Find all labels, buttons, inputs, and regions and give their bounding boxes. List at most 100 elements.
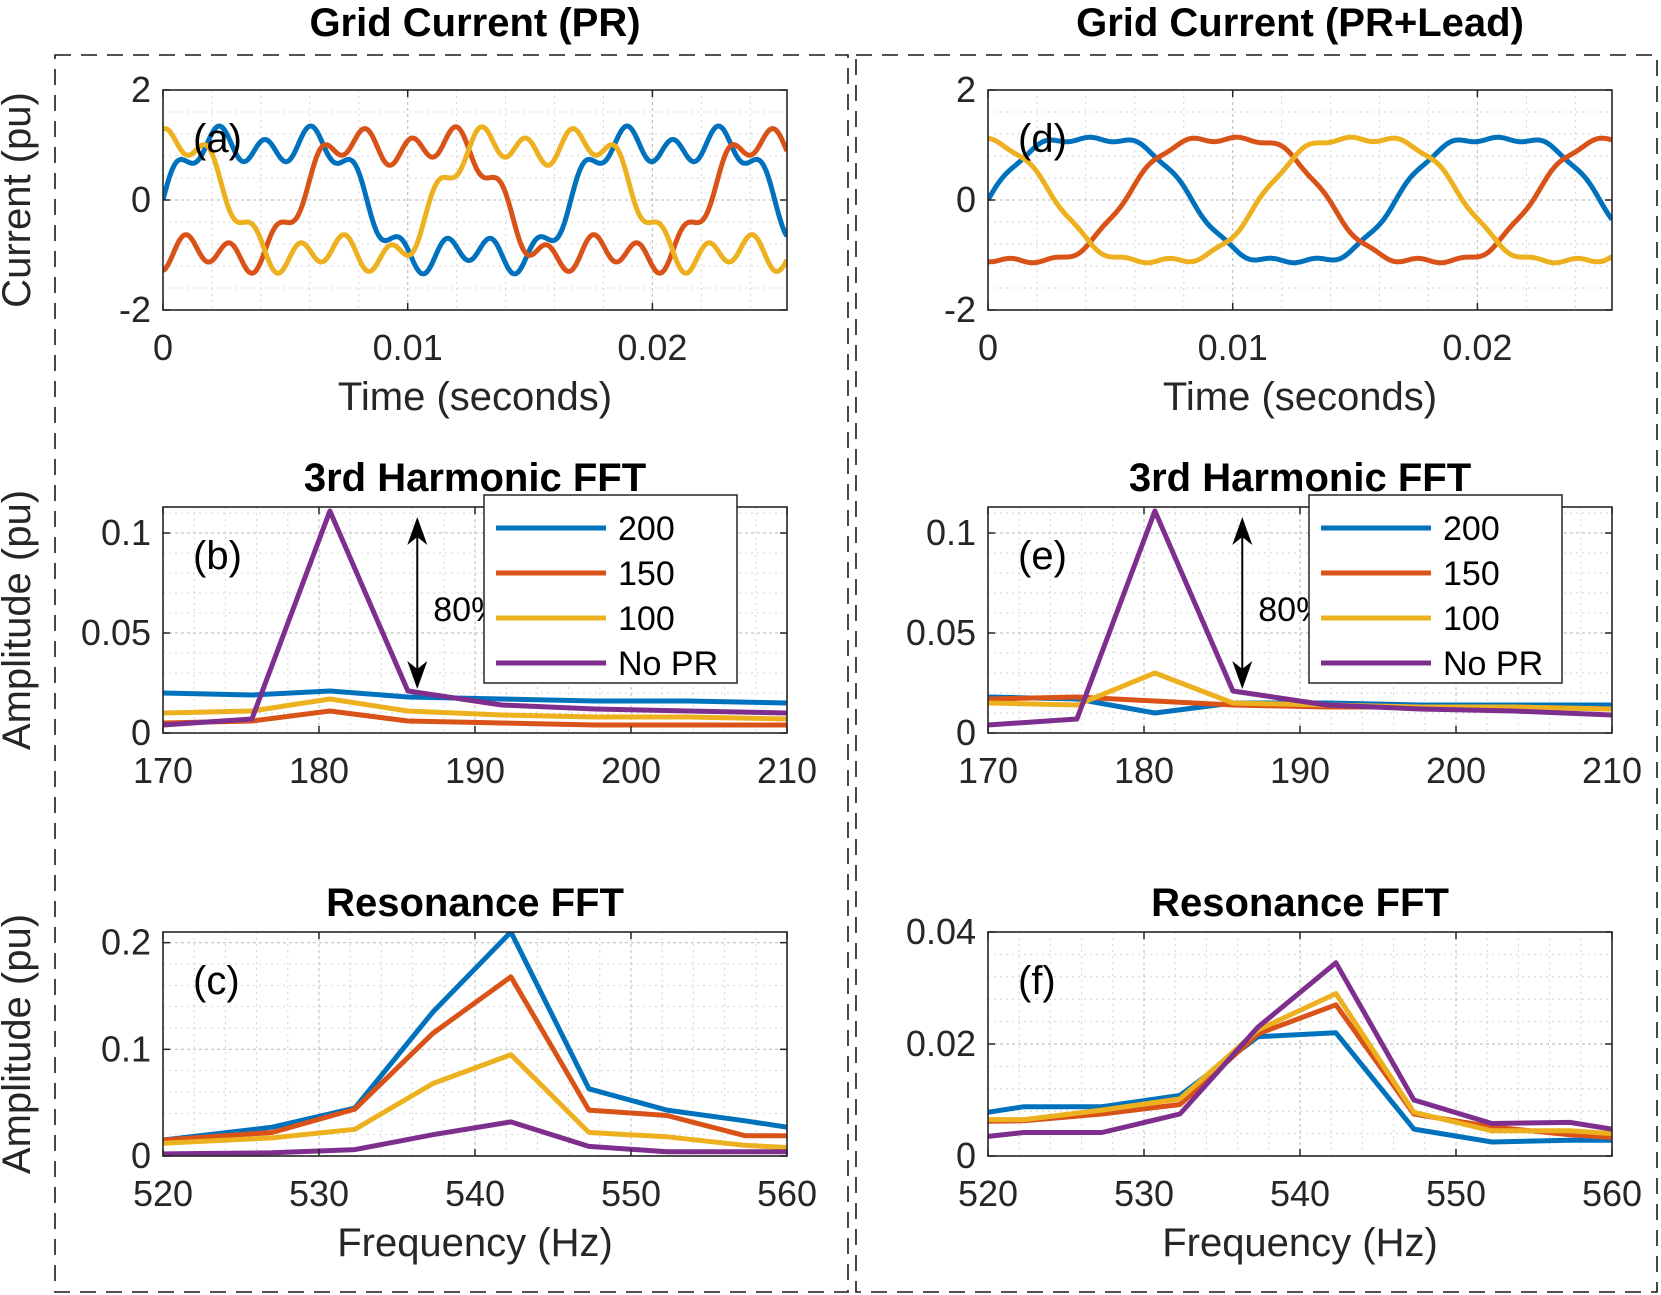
y-tick-label: 0.02 bbox=[906, 1023, 976, 1064]
series-line-100 bbox=[163, 696, 787, 722]
grid bbox=[162, 89, 787, 311]
legend-entry-label: 100 bbox=[1443, 600, 1500, 638]
series-line-phase-c bbox=[988, 134, 1612, 266]
x-tick-label: 530 bbox=[1114, 1173, 1174, 1214]
y-tick-label: 0 bbox=[956, 712, 976, 753]
x-tick-label: 190 bbox=[445, 750, 505, 791]
panel-label: (c) bbox=[193, 959, 240, 1003]
x-tick-label: 0 bbox=[153, 327, 173, 368]
x-axis-label: Time (seconds) bbox=[1163, 375, 1437, 419]
annotation-arrow-head-down bbox=[407, 661, 428, 689]
y-tick-label: 0.05 bbox=[81, 612, 151, 653]
series-group bbox=[988, 134, 1612, 266]
y-tick-label: 0.1 bbox=[926, 512, 976, 553]
legend-entry-label: 200 bbox=[1443, 510, 1500, 548]
series-group bbox=[163, 508, 787, 728]
y-tick-label: 0 bbox=[956, 179, 976, 220]
x-tick-label: 520 bbox=[133, 1173, 193, 1214]
series-line-phase-b bbox=[988, 134, 1612, 266]
y-tick-label: 0.05 bbox=[906, 612, 976, 653]
panel-label: (d) bbox=[1018, 117, 1067, 161]
x-tick-label: 540 bbox=[445, 1173, 505, 1214]
subplot-title: 3rd Harmonic FFT bbox=[304, 456, 646, 500]
x-tick-label: 200 bbox=[601, 750, 661, 791]
left-column-frame bbox=[54, 54, 849, 1293]
series-line-100 bbox=[988, 670, 1612, 712]
y-axis-label: Current (pu) bbox=[0, 92, 39, 308]
panel-b: 170 180 190 200 210 0 0.05 0.1 3rd Harmonic FFT A… bbox=[0, 456, 817, 791]
series-line-no-pr bbox=[988, 508, 1612, 728]
legend-entry-label: No PR bbox=[1443, 645, 1543, 683]
y-tick-label: 2 bbox=[131, 69, 151, 110]
y-tick-label: 0.1 bbox=[101, 512, 151, 553]
y-axis-label: Amplitude (pu) bbox=[0, 490, 39, 750]
panel-f: 520 530 540 550 560 0 0.02 0.04 Resonance FFT Fre… bbox=[906, 881, 1642, 1265]
legend-entry-label: 150 bbox=[618, 555, 675, 593]
series-line-no-pr bbox=[988, 960, 1612, 1139]
legend-entry-label: 100 bbox=[618, 600, 675, 638]
grid bbox=[987, 89, 1612, 311]
x-tick-label: 210 bbox=[1582, 750, 1642, 791]
y-axis-label: Amplitude (pu) bbox=[0, 914, 39, 1174]
series-line-200 bbox=[988, 1030, 1612, 1145]
x-tick-label: 200 bbox=[1426, 750, 1486, 791]
series-line-100 bbox=[988, 991, 1612, 1137]
legend-entry-label: No PR bbox=[618, 645, 718, 683]
panel-e: 170 180 190 200 210 0 0.05 0.1 3rd Harmonic FFT (… bbox=[906, 456, 1642, 791]
series-line-150 bbox=[163, 708, 787, 728]
series-group bbox=[988, 960, 1612, 1145]
x-tick-label: 560 bbox=[757, 1173, 817, 1214]
legend-entry-label: 150 bbox=[1443, 555, 1500, 593]
series-line-100 bbox=[163, 1052, 787, 1150]
series-line-phase-b bbox=[163, 124, 787, 276]
right-column-frame bbox=[855, 54, 1658, 1293]
annotation-arrow-head-up bbox=[1232, 517, 1253, 545]
y-tick-label: 0.04 bbox=[906, 911, 976, 952]
series-line-150 bbox=[163, 974, 787, 1143]
series-line-no-pr bbox=[163, 508, 787, 728]
series-line-phase-a bbox=[988, 134, 1612, 266]
panel-label: (b) bbox=[193, 534, 242, 578]
y-tick-label: 0.2 bbox=[101, 922, 151, 963]
y-tick-label: 0.1 bbox=[101, 1028, 151, 1069]
left-column-title: Grid Current (PR) bbox=[309, 1, 640, 45]
panel-label: (f) bbox=[1018, 959, 1056, 1003]
panel-c: 520 530 540 550 560 0 0.1 0.2 Resonance FFT Frequ… bbox=[0, 881, 817, 1265]
x-tick-label: 550 bbox=[1426, 1173, 1486, 1214]
y-tick-label: 0 bbox=[131, 712, 151, 753]
series-line-no-pr bbox=[163, 1119, 787, 1156]
series-group bbox=[988, 508, 1612, 728]
panel-label: (a) bbox=[193, 117, 242, 161]
legend: 200 150 100 No PR bbox=[1308, 494, 1563, 684]
annotation-arrow-head-up bbox=[407, 517, 428, 545]
x-tick-label: 550 bbox=[601, 1173, 661, 1214]
y-tick-label: 0 bbox=[131, 179, 151, 220]
subplot-title: Resonance FFT bbox=[1151, 881, 1449, 925]
x-axis-label: Frequency (Hz) bbox=[1162, 1221, 1438, 1265]
x-tick-label: 530 bbox=[289, 1173, 349, 1214]
x-tick-label: 210 bbox=[757, 750, 817, 791]
right-column-title: Grid Current (PR+Lead) bbox=[1076, 1, 1524, 45]
x-axis-label: Time (seconds) bbox=[338, 375, 612, 419]
x-tick-label: 170 bbox=[133, 750, 193, 791]
grid bbox=[162, 932, 788, 1157]
y-tick-label: 0 bbox=[131, 1135, 151, 1176]
x-tick-label: 190 bbox=[1270, 750, 1330, 791]
x-tick-label: 0 bbox=[978, 327, 998, 368]
series-group bbox=[163, 123, 787, 277]
x-tick-label: 560 bbox=[1582, 1173, 1642, 1214]
series-line-phase-c bbox=[163, 124, 787, 276]
y-tick-label: -2 bbox=[119, 289, 151, 330]
subplot-title: 3rd Harmonic FFT bbox=[1129, 456, 1471, 500]
series-line-200 bbox=[163, 932, 787, 1143]
x-axis-label: Frequency (Hz) bbox=[337, 1221, 613, 1265]
series-line-phase-a bbox=[163, 123, 787, 277]
series-group bbox=[163, 932, 787, 1156]
y-tick-label: 2 bbox=[956, 69, 976, 110]
x-tick-label: 180 bbox=[289, 750, 349, 791]
legend-entry-label: 200 bbox=[618, 510, 675, 548]
subplot-title: Resonance FFT bbox=[326, 881, 624, 925]
y-tick-label: -2 bbox=[944, 289, 976, 330]
